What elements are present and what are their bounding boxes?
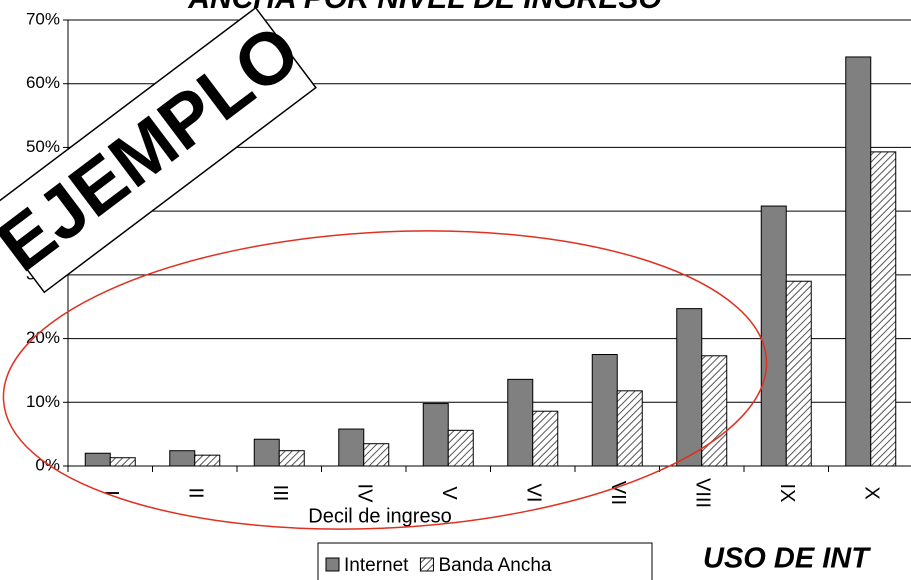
bar: [760, 205, 787, 467]
x-tick-label: VII: [607, 481, 629, 505]
x-tick-label: III: [269, 485, 291, 502]
x-tick-label: IX: [776, 484, 798, 503]
bar: [278, 450, 305, 467]
legend: Internet Banda Ancha: [325, 555, 552, 576]
bar: [194, 454, 221, 467]
y-tick-label: 20%: [26, 328, 60, 347]
plot-area: 0%10%20%30%40%50%60%70%IIIIIIIVVVIVIIVII…: [26, 9, 911, 508]
x-tick-label: IV: [353, 484, 375, 504]
x-tick-label: I: [100, 490, 122, 496]
legend-swatch: [325, 557, 340, 572]
bar: [870, 151, 897, 467]
bar: [84, 452, 111, 467]
bar: [616, 390, 643, 467]
x-tick-label: X: [860, 486, 882, 499]
footer-title: USO DE INT: [703, 543, 871, 575]
y-tick-label: 70%: [26, 9, 60, 28]
bar: [363, 443, 390, 467]
bar: [591, 354, 618, 467]
stamp-box: [0, 6, 317, 294]
bar: [253, 438, 280, 467]
legend-box: [317, 542, 653, 580]
bar: [845, 56, 872, 467]
x-tick-label: V: [438, 486, 460, 500]
bar: [785, 280, 812, 467]
y-tick-label: 60%: [26, 73, 60, 92]
legend-swatch: [419, 557, 434, 572]
x-tick-label: VIII: [691, 478, 713, 508]
bar: [507, 378, 534, 467]
x-tick-label: II: [184, 487, 206, 498]
highlight-ellipse: [2, 230, 768, 530]
bar: [109, 457, 136, 467]
y-tick-label: 50%: [26, 137, 60, 156]
bar: [447, 429, 474, 467]
bar: [338, 428, 365, 467]
y-tick-label: 10%: [26, 392, 60, 411]
legend-label: Banda Ancha: [438, 555, 551, 576]
chart-title: ANCHA POR NIVEL DE INGRESO: [187, 0, 661, 15]
bar: [532, 410, 559, 467]
bar: [676, 308, 703, 467]
bar: [422, 403, 449, 467]
x-axis-label: Decil de ingreso: [308, 505, 451, 527]
bar: [169, 450, 196, 467]
bar: [701, 355, 728, 467]
legend-label: Internet: [344, 555, 409, 576]
x-tick-label: VI: [522, 484, 544, 503]
